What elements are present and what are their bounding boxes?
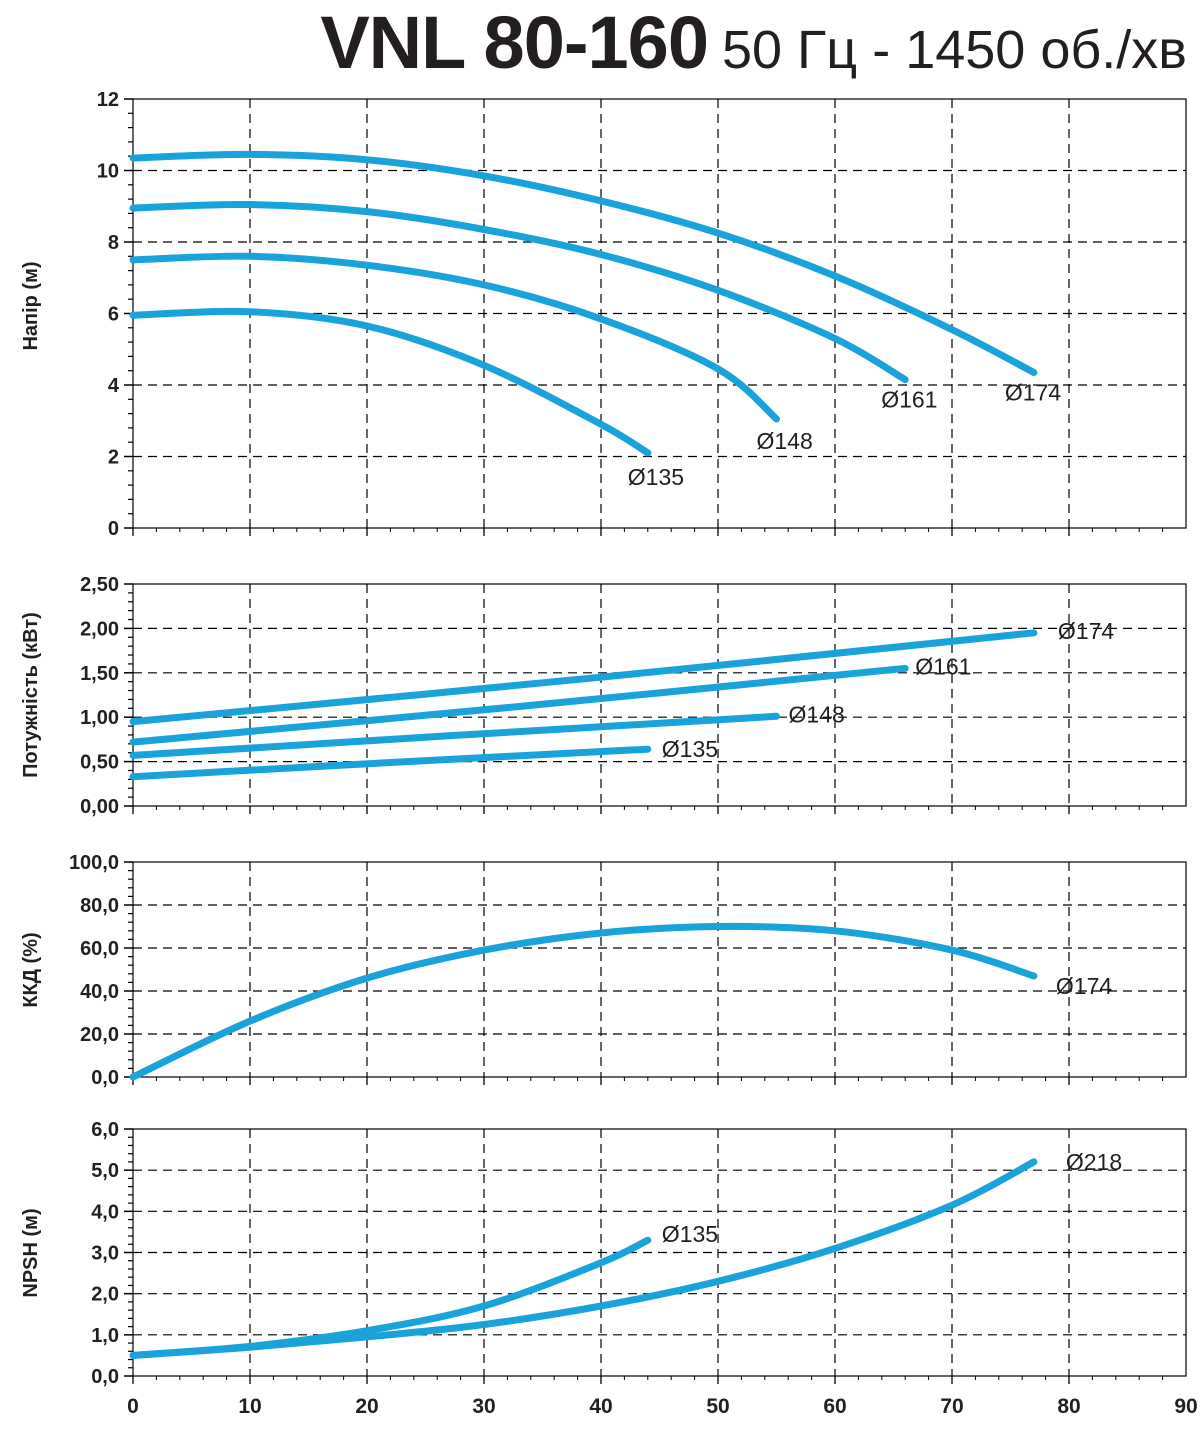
x-tick-label: 70	[940, 1395, 963, 1418]
y-tick-label: 1,00	[80, 707, 119, 729]
series-label: Ø218	[1066, 1149, 1122, 1175]
y-tick-label: 1,50	[80, 663, 119, 685]
y-tick-label: 0	[108, 518, 119, 540]
plot-frame	[132, 861, 1187, 1078]
series-line	[129, 629, 1038, 726]
panel-4: 0,0 1,0 2,0 3,0 4,0 5,0 6,0 NPSH (м) Ø218 Ø135	[20, 1119, 1187, 1388]
chart-title: VNL 80-160 50 Гц - 1450 об./хв	[0, 0, 1203, 86]
y-tick-label: 0,00	[80, 796, 119, 818]
series-label: Ø161	[881, 387, 937, 413]
x-tick-label: 20	[355, 1395, 378, 1418]
x-tick-label: 30	[472, 1395, 495, 1418]
y-axis-title: Напір (м)	[20, 261, 42, 350]
series-label: Ø174	[1058, 618, 1114, 644]
series-line	[129, 252, 780, 423]
y-tick-label: 40,0	[80, 981, 119, 1003]
series-label: Ø148	[789, 701, 845, 727]
x-tick-label: 80	[1057, 1395, 1080, 1418]
y-tick-label: 6	[108, 304, 119, 326]
y-tick-label: 0,0	[91, 1366, 119, 1388]
y-tick-label: 12	[97, 89, 119, 111]
x-tick-label: 0	[127, 1395, 139, 1418]
y-tick-label: 10	[97, 161, 119, 183]
y-tick-label: 3,0	[91, 1243, 119, 1265]
y-tick-label: 2	[108, 447, 119, 469]
y-axis-title: Потужність (кВт)	[20, 612, 42, 778]
panel-1: 0 2 4 6 8 10 12 Напір (м) Ø174 Ø161 Ø148 Ø135	[20, 89, 1187, 540]
y-tick-label: 0,0	[91, 1067, 119, 1089]
y-tick-label: 60,0	[80, 938, 119, 960]
y-tick-label: 4	[108, 375, 120, 397]
y-tick-label: 20,0	[80, 1024, 119, 1046]
series-line	[129, 922, 1038, 1081]
series-label: Ø135	[662, 1221, 718, 1247]
plot-frame	[132, 583, 1187, 807]
series-label: Ø148	[757, 428, 813, 454]
y-tick-label: 6,0	[91, 1119, 119, 1141]
x-tick-label: 40	[589, 1395, 612, 1418]
y-tick-label: 1,0	[91, 1325, 119, 1347]
series-label: Ø135	[628, 464, 684, 490]
y-tick-label: 0,50	[80, 752, 119, 774]
x-tick-label: 60	[823, 1395, 846, 1418]
pump-model: VNL 80-160	[320, 1, 709, 84]
series-line	[129, 712, 780, 759]
y-tick-label: 100,0	[69, 852, 119, 874]
y-tick-label: 8	[108, 232, 119, 254]
y-tick-label: 5,0	[91, 1160, 119, 1182]
pump-speed-subtitle: 50 Гц - 1450 об./хв	[721, 20, 1187, 80]
series-line	[129, 1236, 652, 1359]
y-tick-label: 2,50	[80, 574, 119, 596]
series-line	[129, 664, 909, 746]
x-tick-label: 50	[706, 1395, 729, 1418]
series-line	[129, 200, 909, 384]
y-tick-label: 2,0	[91, 1284, 119, 1306]
y-axis-title: NPSH (м)	[20, 1208, 42, 1297]
series-label: Ø135	[662, 736, 718, 762]
y-axis-title: ККД (%)	[20, 932, 42, 1007]
y-tick-label: 80,0	[80, 895, 119, 917]
series-line	[129, 307, 652, 457]
series-line	[129, 150, 1038, 376]
series-line	[129, 745, 652, 781]
panel-3: 0,0 20,0 40,0 60,0 80,0 100,0 ККД (%) Ø174	[20, 852, 1187, 1089]
panel-2: 0,00 0,50 1,00 1,50 2,00 2,50 Потужність (кВт)…	[20, 574, 1187, 818]
series-line	[129, 1158, 1038, 1359]
x-tick-label: 90	[1174, 1395, 1197, 1418]
x-tick-label: 10	[238, 1395, 261, 1418]
series-label: Ø161	[915, 653, 971, 679]
y-tick-label: 4,0	[91, 1201, 119, 1223]
series-label: Ø174	[1005, 379, 1061, 405]
series-label: Ø174	[1056, 973, 1112, 999]
y-tick-label: 2,00	[80, 618, 119, 640]
